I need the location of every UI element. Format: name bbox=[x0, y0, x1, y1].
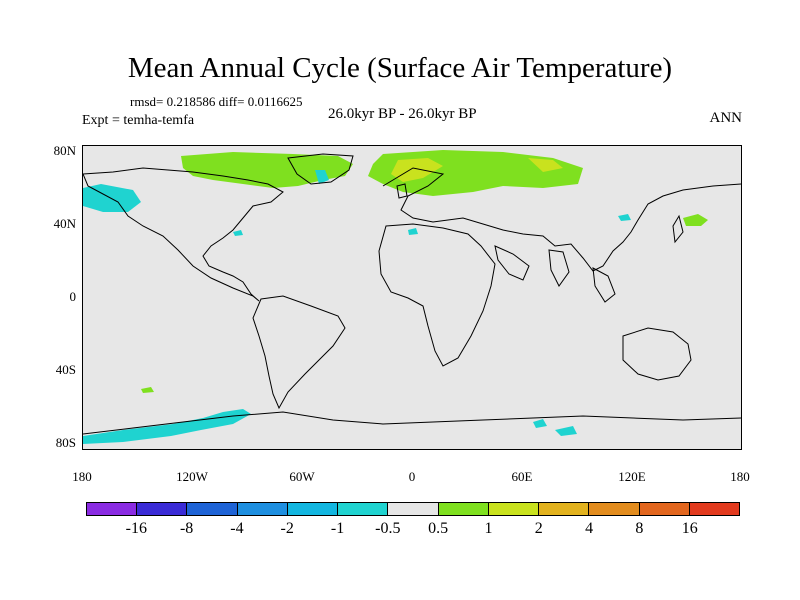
lon-label-180w: 180 bbox=[72, 469, 92, 484]
colorbar-label: 16 bbox=[681, 520, 698, 537]
colorbar-segment bbox=[87, 503, 138, 515]
colorbar-label: 2 bbox=[534, 520, 543, 537]
colorbar-label: -16 bbox=[125, 520, 147, 537]
colorbar-segment bbox=[338, 503, 389, 515]
colorbar-label: -1 bbox=[330, 520, 345, 537]
positive-anomaly-regions bbox=[141, 150, 708, 393]
colorbar-segment bbox=[187, 503, 238, 515]
colorbar-segment bbox=[137, 503, 188, 515]
colorbar-segment bbox=[689, 503, 740, 515]
colorbar-label: -8 bbox=[179, 520, 194, 537]
lon-label-60e: 60E bbox=[511, 469, 533, 484]
period-label: 26.0kyr BP - 26.0kyr BP bbox=[328, 106, 477, 122]
world-map bbox=[82, 145, 742, 450]
lat-label-0: 0 bbox=[69, 289, 77, 304]
stats-text: rmsd= 0.218586 diff= 0.0116625 bbox=[130, 94, 303, 109]
arabia-coast bbox=[494, 245, 530, 281]
plot-title: Mean Annual Cycle (Surface Air Temperatu… bbox=[127, 52, 673, 84]
coastlines bbox=[83, 153, 741, 435]
colorbar-label: -2 bbox=[280, 520, 294, 537]
lon-label-0: 0 bbox=[408, 469, 416, 484]
lon-label-60w: 60W bbox=[289, 469, 315, 484]
negative-anomaly-regions bbox=[83, 170, 631, 444]
colorbar-label: -4 bbox=[230, 520, 244, 537]
japan-coast bbox=[672, 214, 684, 244]
colorbar-segment bbox=[539, 503, 590, 515]
australia-coast bbox=[622, 327, 692, 381]
africa-coast bbox=[378, 223, 496, 367]
colorbar-segment bbox=[639, 503, 690, 515]
lat-label-80n: 80N bbox=[53, 143, 76, 158]
north-america-coast bbox=[83, 167, 284, 302]
colorbar bbox=[86, 502, 740, 516]
lon-label-120w: 120W bbox=[176, 469, 208, 484]
map-canvas bbox=[83, 150, 741, 444]
lon-label-180e: 180 bbox=[730, 469, 750, 484]
south-america-coast bbox=[252, 295, 346, 410]
colorbar-label: 1 bbox=[484, 520, 493, 537]
colorbar-segment bbox=[488, 503, 540, 515]
eurasia-coast bbox=[382, 167, 741, 272]
lat-label-40n: 40N bbox=[53, 216, 76, 231]
colorbar-label: 0.5 bbox=[428, 520, 449, 537]
season-label: ANN bbox=[709, 110, 743, 126]
lon-label-120e: 120E bbox=[618, 469, 646, 484]
colorbar-segment bbox=[388, 503, 439, 515]
uk-coast bbox=[396, 183, 408, 199]
colorbar-segment bbox=[589, 503, 640, 515]
experiment-label: Expt = temha-temfa bbox=[82, 113, 195, 128]
colorbar-segment bbox=[438, 503, 489, 515]
lat-label-40s: 40S bbox=[55, 362, 76, 377]
colorbar-label: -0.5 bbox=[375, 520, 401, 537]
lat-label-80s: 80S bbox=[55, 435, 76, 450]
colorbar-segment bbox=[287, 503, 339, 515]
colorbar-label: 4 bbox=[585, 520, 594, 537]
colorbar-label: 8 bbox=[635, 520, 644, 537]
colorbar-segment bbox=[237, 503, 288, 515]
southeast-asia-coast bbox=[592, 267, 616, 303]
india-coast bbox=[548, 249, 570, 287]
greenland-coast bbox=[287, 153, 354, 185]
antarctica-coast bbox=[83, 411, 741, 435]
